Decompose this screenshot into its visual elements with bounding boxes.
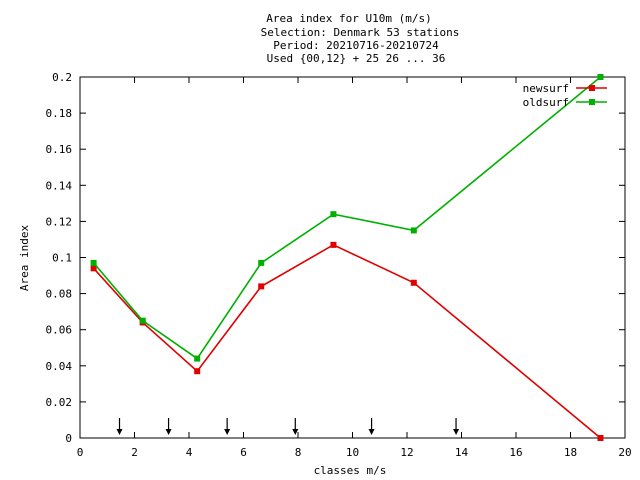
- data-point: [597, 435, 604, 441]
- data-point: [330, 211, 337, 218]
- x-tick-label: 18: [564, 446, 577, 459]
- plot-frame: [79, 76, 626, 439]
- x-tick-label: 12: [400, 446, 413, 459]
- class-boundary-arrow: [116, 418, 123, 435]
- x-tick-label: 0: [77, 446, 84, 459]
- legend-marker: [589, 99, 595, 105]
- x-tick-label: 10: [346, 446, 359, 459]
- x-tick-label: 6: [240, 446, 247, 459]
- class-boundary-arrow: [368, 418, 375, 435]
- y-tick-label: 0.04: [46, 360, 73, 373]
- y-tick-label: 0.18: [46, 107, 73, 120]
- chart-title: Area index for U10m (m/s) Selection: Den…: [261, 12, 460, 65]
- y-axis-label: Area index: [18, 225, 31, 292]
- y-tick-label: 0.08: [46, 288, 73, 301]
- series-line: [93, 243, 601, 439]
- y-axis: 0 0.02 0.04 0.06 0.08 0.1 0.12 0.14 0.16 0.18 0.2: [46, 71, 625, 445]
- legend-item: newsurf: [523, 82, 607, 95]
- data-point: [410, 227, 417, 234]
- y-tick-label: 0.2: [52, 71, 72, 84]
- y-tick-label: 0.12: [46, 215, 73, 228]
- class-boundary-arrow: [165, 418, 172, 435]
- series-line: [93, 76, 601, 360]
- data-point: [597, 74, 604, 80]
- y-tick-label: 0.16: [46, 143, 73, 156]
- data-point: [330, 241, 337, 248]
- title-line: Area index for U10m (m/s): [266, 12, 432, 25]
- y-tick-label: 0.02: [46, 396, 73, 409]
- legend-label: newsurf: [523, 82, 569, 95]
- x-tick-label: 2: [131, 446, 138, 459]
- y-tick-label: 0.14: [46, 179, 73, 192]
- series-layer: [90, 74, 604, 441]
- y-tick-label: 0.06: [46, 324, 73, 337]
- x-axis-label: classes m/s: [314, 464, 387, 477]
- data-point: [194, 368, 201, 375]
- data-point: [90, 259, 97, 266]
- x-tick-label: 8: [295, 446, 302, 459]
- x-tick-label: 14: [455, 446, 469, 459]
- class-boundary-arrows: [116, 418, 460, 435]
- subtitle-line: Selection: Denmark 53 stations: [261, 26, 460, 39]
- data-point: [194, 355, 201, 362]
- x-tick-label: 20: [618, 446, 631, 459]
- y-tick-label: 0: [65, 432, 72, 445]
- data-point: [139, 317, 146, 324]
- data-point: [258, 283, 265, 290]
- period-line: Period: 20210716-20210724: [273, 39, 439, 52]
- legend-marker: [589, 85, 595, 91]
- legend-item: oldsurf: [523, 96, 607, 109]
- x-tick-label: 4: [186, 446, 193, 459]
- x-tick-label: 16: [509, 446, 522, 459]
- class-boundary-arrow: [292, 418, 299, 435]
- class-boundary-arrow: [453, 418, 460, 435]
- data-point: [410, 279, 417, 286]
- data-point: [90, 265, 97, 272]
- data-point: [258, 259, 265, 266]
- x-axis: 0 2 4 6 8 10 12 14 16 18 20: [77, 77, 632, 459]
- y-tick-label: 0.1: [52, 252, 72, 265]
- used-line: Used {00,12} + 25 26 ... 36: [267, 52, 446, 65]
- legend-label: oldsurf: [523, 96, 569, 109]
- class-boundary-arrow: [224, 418, 231, 435]
